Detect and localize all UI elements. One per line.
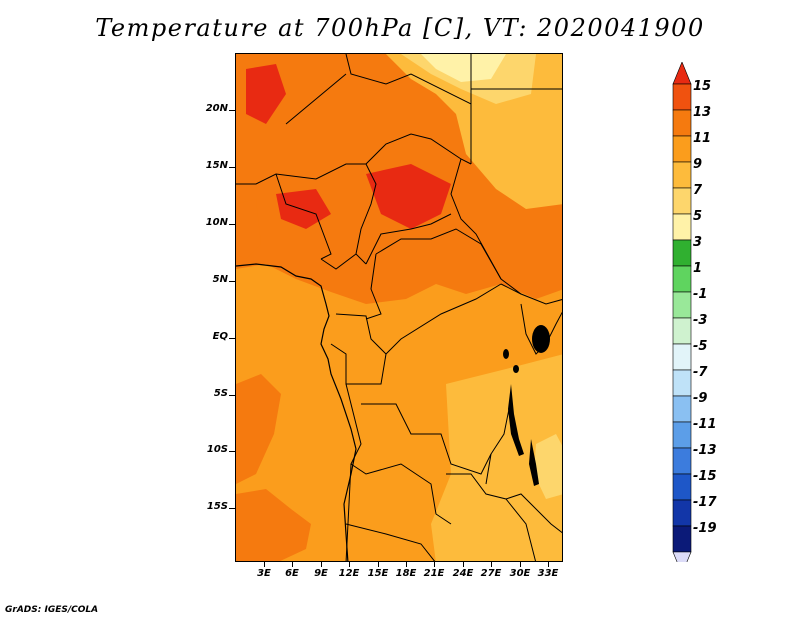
lon-tick (321, 562, 322, 567)
colorbar-label: 3 (693, 235, 703, 250)
lon-label-15e: 15E (367, 568, 389, 579)
colorbar-label: -3 (693, 313, 708, 328)
colorbar-label: 9 (693, 157, 703, 172)
colorbar-box (672, 291, 692, 319)
map-plot-area (235, 53, 563, 562)
colorbar-box (672, 395, 692, 423)
colorbar-label: 1 (693, 261, 703, 276)
colorbar-box (672, 421, 692, 449)
lat-label-15n: 15N (205, 160, 228, 171)
colorbar-label: -9 (693, 391, 708, 406)
colorbar-box (672, 525, 692, 553)
colorbar-box (672, 109, 692, 137)
lat-tick (229, 167, 235, 168)
colorbar-box (672, 187, 692, 215)
map-title: Temperature at 700hPa [C], VT: 202004190… (95, 14, 705, 42)
lon-tick (548, 562, 549, 567)
colorbar-label: -13 (693, 443, 717, 458)
colorbar-label: 7 (693, 183, 703, 198)
lon-tick (491, 562, 492, 567)
field-region-11-13-west (236, 374, 281, 484)
lon-tick (406, 562, 407, 567)
lon-label-6e: 6E (285, 568, 299, 579)
lon-tick (378, 562, 379, 567)
colorbar-label: 11 (693, 131, 712, 146)
colorbar-label: 13 (693, 105, 712, 120)
colorbar-top-arrow (672, 62, 692, 85)
colorbar-label: -17 (693, 495, 717, 510)
lat-tick (229, 224, 235, 225)
field-region-13-15-a (246, 64, 286, 124)
colorbar-box (672, 447, 692, 475)
lon-label-12e: 12E (338, 568, 360, 579)
lat-label-20n: 20N (205, 103, 228, 114)
lat-label-15s: 15S (206, 501, 228, 512)
lat-tick (229, 338, 235, 339)
coastline (236, 263, 357, 561)
lat-label-5s: 5S (213, 388, 228, 399)
colorbar-box (672, 135, 692, 163)
field-region-13-15-c (276, 189, 331, 229)
lat-tick (229, 395, 235, 396)
colorbar-box (672, 369, 692, 397)
lon-label-27e: 27E (480, 568, 502, 579)
lon-tick (434, 562, 435, 567)
colorbar-box (672, 317, 692, 345)
field-region-11-13-sw (236, 489, 311, 561)
lat-label-eq: EQ (212, 331, 228, 342)
colorbar-label: -5 (693, 339, 708, 354)
lon-label-24e: 24E (452, 568, 474, 579)
lat-label-5n: 5N (212, 274, 228, 285)
lat-tick (229, 281, 235, 282)
lon-label-3e: 3E (257, 568, 271, 579)
colorbar (672, 62, 692, 562)
lon-label-21e: 21E (423, 568, 445, 579)
colorbar-label: 5 (693, 209, 703, 224)
lon-tick (520, 562, 521, 567)
lon-tick (264, 562, 265, 567)
lat-tick (229, 508, 235, 509)
colorbar-label: -11 (693, 417, 717, 432)
colorbar-box (672, 161, 692, 189)
colorbar-box (672, 265, 692, 293)
colorbar-label: -19 (693, 521, 717, 536)
colorbar-box (672, 239, 692, 267)
credit-text: GrADS: IGES/COLA (5, 605, 99, 615)
lat-label-10s: 10S (206, 444, 228, 455)
field-region-7-9-se (431, 354, 562, 561)
lat-tick (229, 110, 235, 111)
lon-label-30e: 30E (509, 568, 531, 579)
field-region-13-15-b (366, 164, 451, 229)
lat-tick (229, 451, 235, 452)
field-region-5-7-se (534, 434, 562, 499)
colorbar-label: -7 (693, 365, 708, 380)
lat-label-10n: 10N (205, 217, 228, 228)
lon-label-18e: 18E (395, 568, 417, 579)
colorbar-box (672, 213, 692, 241)
colorbar-label: -15 (693, 469, 717, 484)
lon-label-9e: 9E (314, 568, 328, 579)
colorbar-box (672, 473, 692, 501)
lon-tick (463, 562, 464, 567)
colorbar-label: 15 (693, 79, 712, 94)
colorbar-box (672, 83, 692, 111)
field-region-11-13-coast (236, 199, 261, 259)
lakes (503, 325, 550, 486)
temperature-field-map (236, 54, 562, 561)
country-borders (236, 54, 562, 561)
colorbar-box (672, 343, 692, 371)
colorbar-box (672, 499, 692, 527)
lon-tick (349, 562, 350, 567)
lon-label-33e: 33E (537, 568, 559, 579)
colorbar-label: -1 (693, 287, 708, 302)
colorbar-bottom-arrow (672, 551, 692, 562)
field-region-3-5-ne (421, 54, 506, 82)
lon-tick (292, 562, 293, 567)
